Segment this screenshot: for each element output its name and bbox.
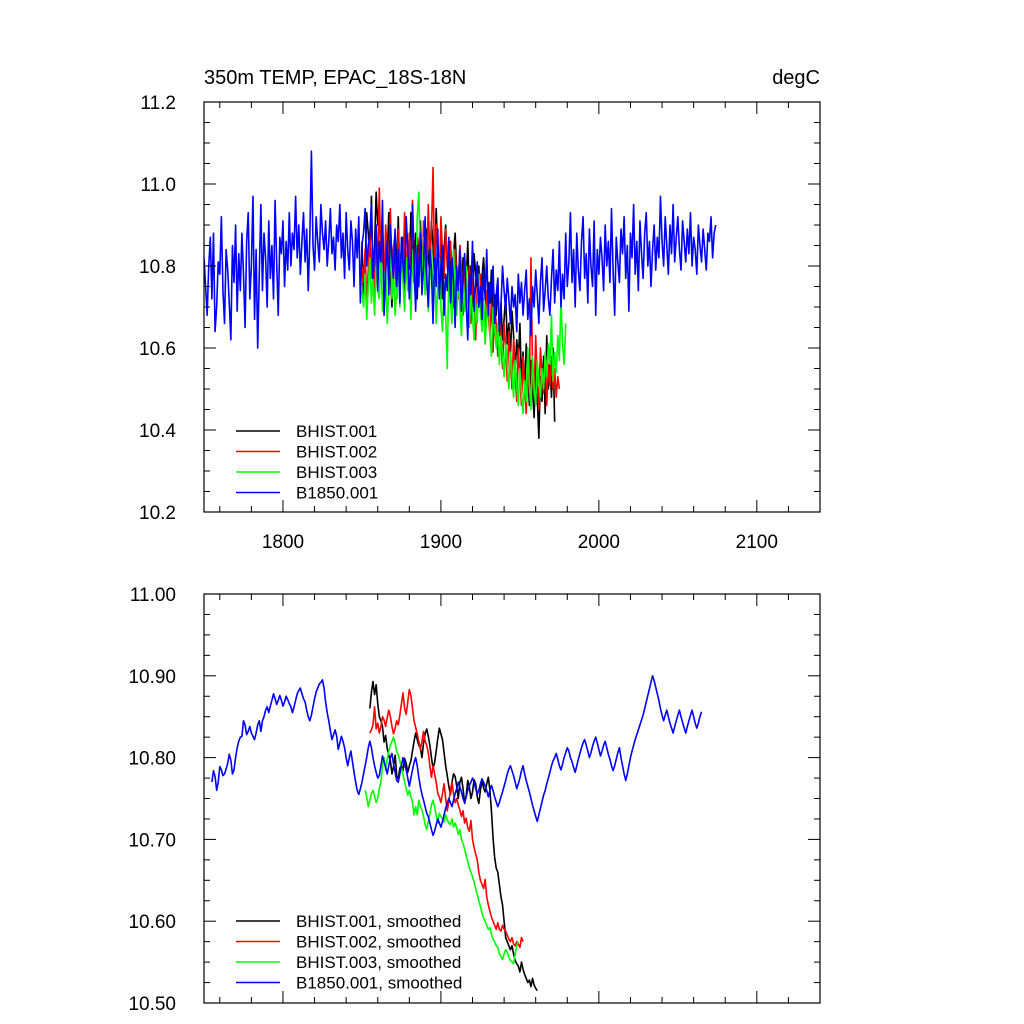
chart-title: 350m TEMP, EPAC_18S-18N bbox=[204, 67, 466, 89]
series-line-top-3 bbox=[204, 150, 717, 349]
y-tick-label: 10.90 bbox=[128, 667, 176, 688]
y-tick-label: 10.6 bbox=[139, 339, 176, 360]
series-line-bottom-3 bbox=[211, 674, 703, 837]
y-tick-label: 10.4 bbox=[139, 421, 176, 442]
x-tick-label: 1800 bbox=[262, 532, 304, 553]
bottom-axes: 10.50 10.60 10.70 10.80 10.90 11.00 bbox=[128, 585, 821, 1015]
legend-label-3: B1850.001, smoothed bbox=[296, 974, 462, 993]
y-tick-label: 11.00 bbox=[130, 585, 176, 606]
bottom-legend: BHIST.001, smoothed BHIST.002, smoothedBH… bbox=[236, 912, 462, 993]
y-tick-label: 10.60 bbox=[128, 912, 176, 933]
y-tick-label: 11.0 bbox=[140, 175, 176, 196]
y-tick-label: 10.50 bbox=[128, 994, 176, 1015]
legend-label-3: B1850.001 bbox=[296, 484, 378, 503]
y-tick-label: 10.2 bbox=[139, 503, 176, 524]
chart-units: degC bbox=[772, 67, 820, 89]
top-series-layer bbox=[204, 150, 717, 440]
y-tick-label: 10.8 bbox=[139, 257, 176, 278]
legend-label-2: BHIST.003, smoothed bbox=[296, 953, 461, 972]
legend-label-0: BHIST.001 bbox=[296, 422, 377, 441]
bottom-panel: BHIST.001, smoothed BHIST.002, smoothedBH… bbox=[128, 585, 821, 1015]
y-tick-label: 10.80 bbox=[128, 749, 176, 770]
x-tick-label: 2000 bbox=[578, 532, 620, 553]
legend-label-1: BHIST.002 bbox=[296, 443, 377, 462]
series-line-top-2 bbox=[361, 191, 567, 415]
x-tick-label: 1900 bbox=[420, 532, 462, 553]
series-line-bottom-0 bbox=[369, 680, 538, 992]
legend-label-1: BHIST.002, smoothed bbox=[296, 933, 461, 952]
x-tick-label: 2100 bbox=[736, 532, 778, 553]
legend-label-2: BHIST.003 bbox=[296, 463, 377, 482]
series-line-bottom-2 bbox=[364, 736, 520, 965]
bottom-series-layer bbox=[211, 674, 703, 992]
top-panel: 350m TEMP, EPAC_18S-18N degC BHIST.001BH… bbox=[139, 67, 821, 553]
legend-label-0: BHIST.001, smoothed bbox=[296, 912, 461, 931]
y-tick-label: 11.2 bbox=[140, 93, 176, 114]
top-axes: 1800 1900 2000 2100 10.2 10.4 10.6 10.8 11.0 11.2 bbox=[139, 93, 821, 553]
y-tick-label: 10.70 bbox=[128, 830, 176, 851]
